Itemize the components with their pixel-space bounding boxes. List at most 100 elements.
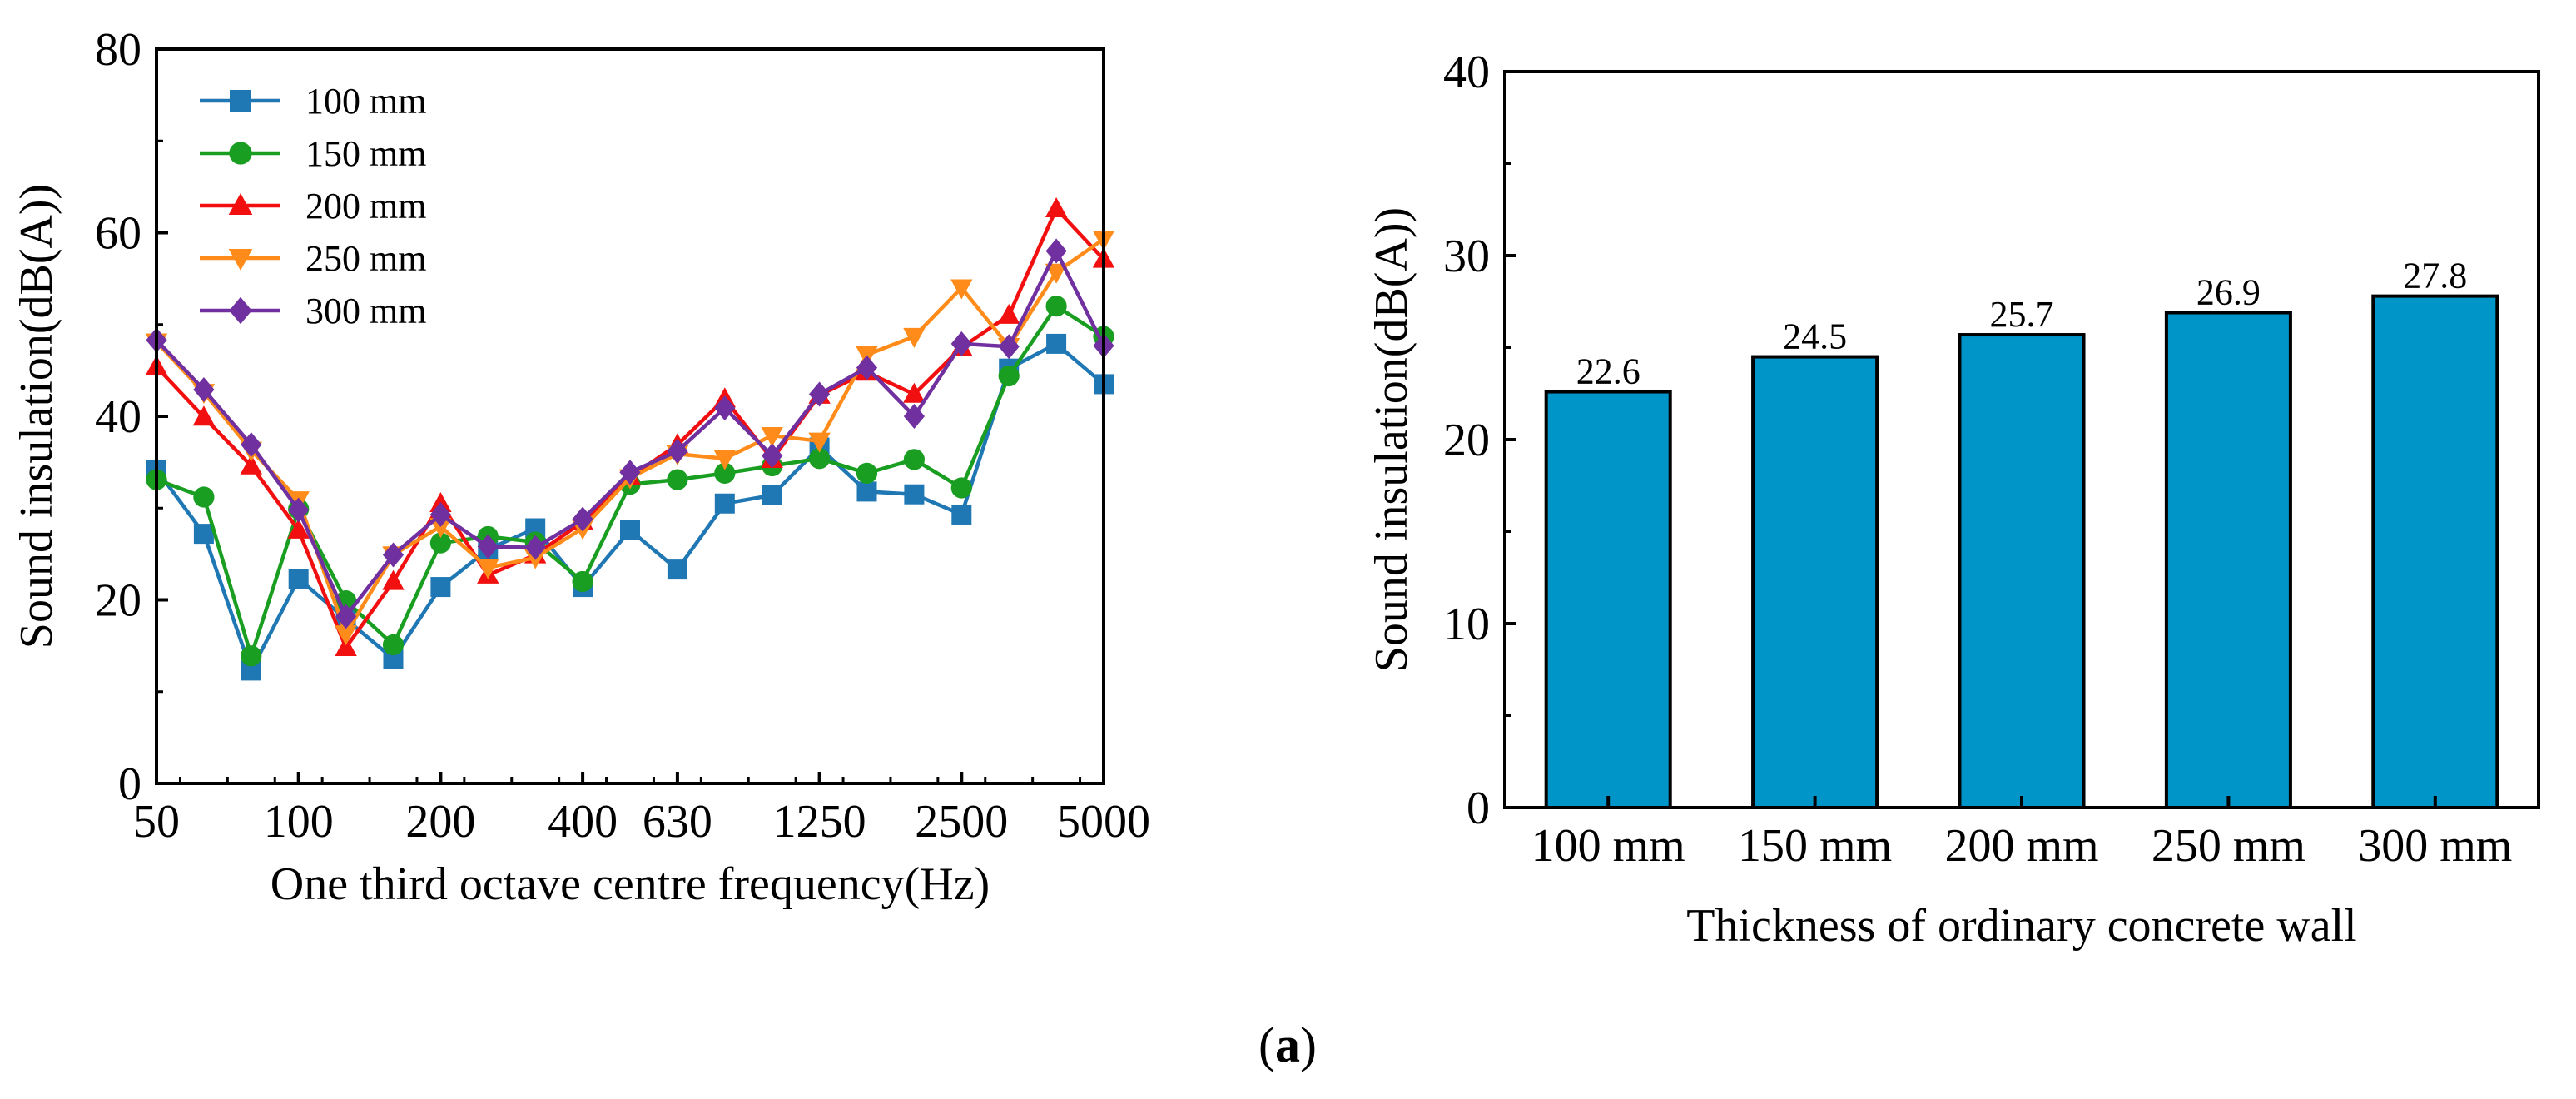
data-point <box>998 365 1020 387</box>
data-point <box>241 645 262 667</box>
line-chart-x-axis-label: One third octave centre frequency(Hz) <box>271 858 990 910</box>
data-point <box>430 577 451 598</box>
bar-chart-x-tick-label: 150 mm <box>1738 820 1892 872</box>
bar-value-label: 25.7 <box>1990 294 2054 335</box>
data-point <box>809 381 831 407</box>
line-chart-y-tick-label: 80 <box>95 24 141 76</box>
data-point <box>429 532 452 554</box>
bar-chart-y-ticks: 0 10 20 30 40 <box>1443 47 1516 834</box>
bar-chart-bars: 22.6 24.5 25.7 26.9 27.8 <box>1544 256 2499 809</box>
data-point <box>1045 238 1067 264</box>
legend-marker <box>228 248 253 271</box>
legend-marker <box>230 90 251 112</box>
data-point <box>240 454 262 475</box>
legend-item: 300 mm <box>200 291 426 331</box>
data-point <box>856 481 877 502</box>
line-chart-x-tick-label: 5000 <box>1057 796 1150 848</box>
data-point <box>808 432 831 453</box>
data-point <box>572 506 593 532</box>
bar-value-label: 27.8 <box>2403 256 2467 296</box>
data-point <box>382 569 405 590</box>
line-chart-y-axis-label: Sound insulation(dB(A)) <box>11 184 62 649</box>
data-point <box>288 569 309 589</box>
data-point <box>1045 263 1068 284</box>
data-point <box>1046 333 1067 354</box>
data-point <box>288 497 310 523</box>
data-point <box>667 438 688 464</box>
data-point <box>335 604 357 629</box>
line-chart-x-ticks: 50 100 200 400 630 1250 2500 5000 <box>133 772 1150 848</box>
data-point <box>193 377 215 403</box>
line-chart-x-tick-label: 50 <box>133 796 180 848</box>
data-point <box>193 486 215 508</box>
data-point <box>904 484 925 505</box>
data-point <box>572 570 593 593</box>
line-chart: 0 20 40 60 80 50 100 200 400 630 1250 2500 5000 100… <box>11 24 1150 910</box>
legend-label: 200 mm <box>305 186 426 226</box>
data-point <box>856 355 878 380</box>
legend-label: 300 mm <box>305 291 426 331</box>
data-point <box>429 518 452 539</box>
bar-chart-x-axis-label: Thickness of ordinary concrete wall <box>1686 900 2356 952</box>
figure-caption: (a) <box>1258 1017 1317 1072</box>
data-point <box>429 501 451 527</box>
bar-chart-y-tick-label: 30 <box>1443 231 1490 282</box>
bar-chart: 22.6 24.5 25.7 26.9 27.8 0 10 20 30 40 100 mm 150… <box>1366 47 2540 952</box>
legend-marker <box>229 296 252 325</box>
data-point <box>713 450 736 470</box>
data-point <box>998 334 1020 360</box>
data-point <box>382 542 405 568</box>
data-point <box>667 559 687 580</box>
line-chart-x-tick-label: 400 <box>548 796 618 848</box>
data-point <box>714 462 736 484</box>
data-point <box>429 491 452 512</box>
data-point <box>903 404 925 429</box>
data-point <box>950 331 972 356</box>
line-chart-y-tick-label: 0 <box>118 758 141 810</box>
data-point <box>335 625 357 646</box>
legend-label: 250 mm <box>305 238 426 279</box>
bar-chart-x-tick-label: 100 mm <box>1531 820 1685 872</box>
legend-item: 200 mm <box>200 186 426 226</box>
line-chart-y-tick-label: 60 <box>95 208 141 260</box>
line-chart-legend: 100 mm 150 mm 200 mm 250 mm 300 mm <box>200 81 426 331</box>
bar <box>2164 311 2292 809</box>
legend-item: 250 mm <box>200 238 426 279</box>
line-chart-y-ticks: 0 20 40 60 80 <box>95 24 168 810</box>
data-point <box>856 462 878 484</box>
bar <box>1958 333 2086 809</box>
data-point <box>903 449 925 470</box>
data-point <box>619 460 641 485</box>
data-point <box>477 534 499 559</box>
bar-chart-y-tick-label: 0 <box>1467 783 1490 834</box>
legend-marker <box>229 142 252 165</box>
bar-chart-x-tick-label: 300 mm <box>2358 820 2512 872</box>
caption-letter: a <box>1275 1017 1300 1072</box>
series-line <box>155 249 1106 619</box>
line-chart-x-tick-label: 1250 <box>773 796 866 848</box>
data-point <box>714 395 736 421</box>
bar-value-label: 26.9 <box>2196 272 2261 313</box>
data-point <box>809 448 831 470</box>
line-chart-y-tick-label: 40 <box>95 391 141 443</box>
bar-value-label: 24.5 <box>1783 316 1847 357</box>
data-point <box>287 518 310 539</box>
data-point <box>950 279 973 300</box>
line-chart-x-tick-label: 200 <box>405 796 475 848</box>
bar-chart-y-tick-label: 20 <box>1443 415 1490 466</box>
data-point <box>192 405 216 426</box>
line-chart-frame <box>155 47 1105 785</box>
data-point <box>950 477 972 499</box>
bar <box>1751 355 1879 809</box>
data-point <box>620 520 640 540</box>
caption-open-paren: ( <box>1258 1017 1275 1072</box>
bar-chart-y-axis-label: Sound insulation(dB(A)) <box>1366 207 1417 672</box>
bar <box>2371 294 2499 809</box>
data-point <box>714 493 735 514</box>
data-point <box>193 524 214 545</box>
legend-item: 150 mm <box>200 133 426 174</box>
bar-chart-x-ticks: 100 mm 150 mm 200 mm 250 mm 300 mm <box>1531 796 2512 872</box>
line-chart-y-tick-label: 20 <box>95 575 141 627</box>
bar <box>1544 390 1672 809</box>
